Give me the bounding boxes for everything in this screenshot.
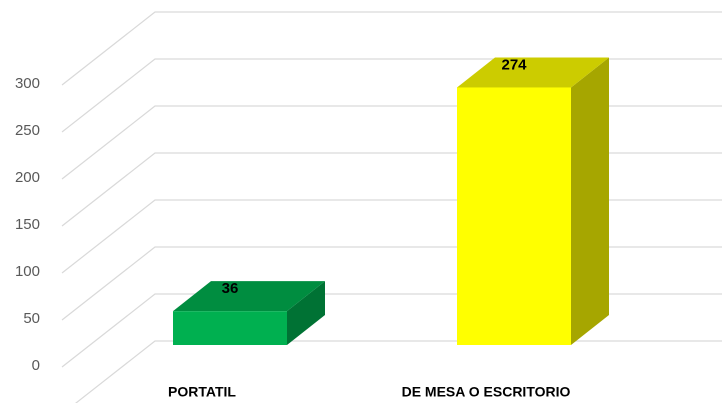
grid-line (62, 59, 722, 132)
value-label: 36 (222, 280, 239, 297)
y-tick-label: 300 (15, 75, 40, 92)
bar (173, 311, 287, 345)
x-tick-label: DE MESA O ESCRITORIO (402, 384, 571, 400)
y-tick-label: 250 (15, 122, 40, 139)
grid-line (62, 106, 722, 179)
y-tick-label: 50 (23, 310, 40, 327)
grid-line (62, 294, 722, 367)
grid-line (62, 247, 722, 320)
grid-line (62, 200, 722, 273)
x-tick-label: PORTATIL (168, 384, 236, 400)
y-tick-label: 100 (15, 263, 40, 280)
chart: 0 50 100 150 200 250 300 36 PORTATIL 274 DE MESA O… (0, 0, 722, 403)
grid-line (62, 12, 722, 85)
bar (457, 87, 571, 345)
grid-line (62, 341, 722, 403)
value-label: 274 (501, 56, 527, 73)
y-tick-label: 150 (15, 216, 40, 233)
y-tick-label: 0 (32, 357, 40, 374)
bar-side (571, 57, 609, 345)
grid-line (62, 153, 722, 226)
y-tick-label: 200 (15, 169, 40, 186)
